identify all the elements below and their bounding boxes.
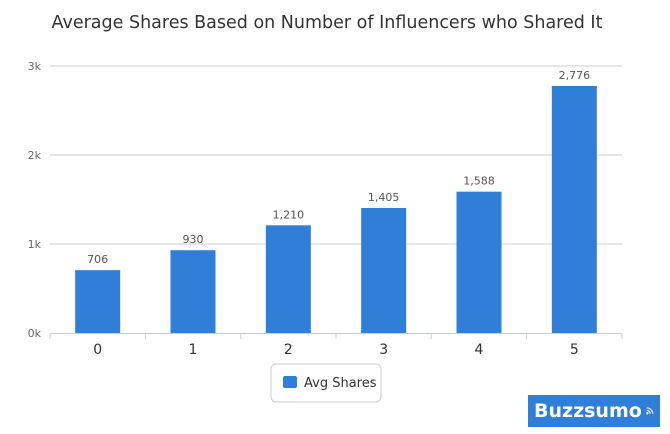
- data-labels: 706 930 1,210 1,405 1,588 2,776: [87, 69, 590, 266]
- signal-waves-icon: [645, 407, 654, 415]
- y-tick-label: 0k: [28, 327, 42, 340]
- gridlines: [50, 65, 622, 245]
- data-label: 706: [87, 253, 108, 266]
- y-axis-ticks: 0k 1k 2k 3k: [28, 60, 42, 340]
- x-tick-label: 5: [570, 342, 579, 358]
- legend-box: [270, 363, 382, 403]
- legend-swatch: [283, 376, 297, 388]
- x-tick-label: 3: [379, 342, 388, 358]
- bars: [75, 85, 597, 333]
- buzzsumo-logo: Buzzsumo: [528, 395, 660, 427]
- y-tick-label: 3k: [28, 60, 42, 73]
- bar: [265, 225, 311, 333]
- data-label: 1,210: [273, 208, 305, 221]
- data-label: 930: [183, 233, 204, 246]
- bar: [75, 270, 121, 333]
- bar: [551, 85, 597, 333]
- bar: [361, 207, 407, 333]
- x-tick-label: 0: [93, 342, 102, 358]
- chart-title: Average Shares Based on Number of Influe…: [52, 13, 603, 33]
- logo-text: Buzzsumo: [534, 400, 642, 422]
- legend-label: Avg Shares: [304, 376, 377, 391]
- x-tick-label: 4: [475, 342, 484, 358]
- bar: [456, 191, 502, 333]
- data-label: 2,776: [559, 69, 591, 82]
- x-tick-label: 2: [284, 342, 293, 358]
- data-label: 1,588: [463, 175, 495, 188]
- legend[interactable]: Avg Shares: [270, 363, 382, 403]
- x-tick-label: 1: [189, 342, 198, 358]
- bar: [170, 250, 216, 333]
- x-axis: 0 1 2 3 4 5: [49, 333, 623, 358]
- y-tick-label: 2k: [28, 149, 42, 162]
- y-tick-label: 1k: [28, 238, 42, 251]
- data-label: 1,405: [368, 191, 400, 204]
